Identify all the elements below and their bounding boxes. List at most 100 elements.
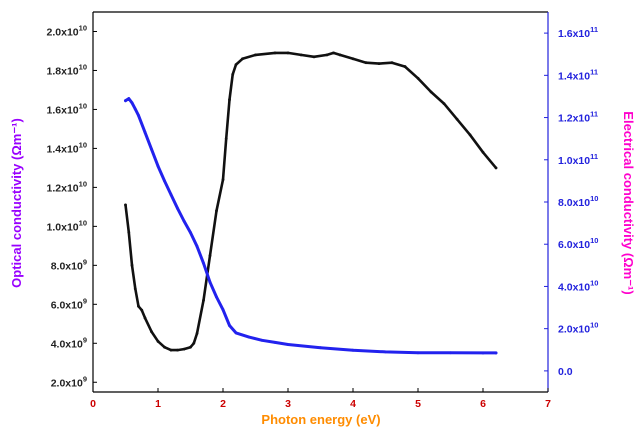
optical-conductivity-point [429,90,433,94]
optical-conductivity-point [390,61,394,65]
electrical-conductivity-point [130,101,134,105]
x-tick-label: 5 [415,398,421,410]
right-y-tick-label: 8.0x1010 [558,194,598,209]
electrical-conductivity-point [351,348,355,352]
optical-conductivity-point [325,53,329,57]
optical-conductivity-point [403,65,407,68]
left-y-tick-label: 1.8x1010 [47,62,87,77]
optical-conductivity-point [299,53,303,57]
left-y-tick-label: 2.0x1010 [47,23,87,38]
x-axis-ticks: 0 1 2 3 4 5 6 7 [90,388,551,410]
optical-conductivity-point [481,150,485,154]
optical-conductivity-point [133,287,137,291]
electrical-conductivity-point [176,206,179,210]
optical-conductivity-point [163,345,166,349]
optical-conductivity-point [468,133,472,137]
optical-conductivity-point [156,339,160,343]
left-y-tick-label: 1.6x1010 [47,101,87,116]
electrical-conductivity-point [156,164,160,168]
optical-conductivity-point [364,61,368,65]
optical-conductivity-point [377,62,381,66]
optical-conductivity-point [143,316,147,320]
left-y-tick-label: 1.4x1010 [47,140,87,155]
left-y-tick-label: 1.0x1010 [47,218,87,233]
plot-frame [92,11,549,393]
x-tick-label: 3 [285,398,291,410]
optical-conductivity-point [234,63,238,67]
optical-conductivity-point [176,348,179,352]
electrical-conductivity-point [133,107,137,111]
left-y-axis-title: Optical conductivity (Ωm⁻¹) [9,118,24,288]
electrical-conductivity-point [260,338,264,342]
x-tick-label: 4 [350,398,356,410]
electrical-conductivity-point [494,351,498,355]
electrical-conductivity-point [127,97,131,100]
optical-conductivity-point [351,57,355,61]
optical-conductivity-point [169,348,173,352]
electrical-conductivity-point [150,147,153,151]
electrical-conductivity-point [202,261,205,265]
electrical-conductivity-point [163,179,166,183]
optical-conductivity-point [224,137,228,141]
right-y-axis-title: Electrical conductivity (Ωm⁻¹) [621,111,634,294]
optical-conductivity-point [416,76,420,80]
optical-conductivity-point [241,57,244,61]
optical-conductivity-point [455,117,459,121]
optical-conductivity-point [221,178,225,181]
right-y-tick-label: 1.2x1011 [558,110,598,125]
optical-conductivity-point [273,51,277,55]
optical-conductivity-point [189,345,192,349]
optical-conductivity-point [150,330,153,333]
right-y-tick-label: 2.0x1010 [558,321,598,336]
optical-conductivity-point [332,51,335,55]
optical-conductivity-point [228,98,231,102]
x-tick-label: 6 [480,398,486,410]
electrical-conductivity-point [416,351,420,355]
optical-conductivity-point [494,166,498,170]
electrical-conductivity-point [195,244,199,248]
optical-conductivity-point [140,308,144,312]
electrical-conductivity-point [234,331,238,335]
electrical-conductivity-point [137,114,140,117]
optical-conductivity-line [124,51,498,352]
electrical-conductivity-point [124,99,127,103]
optical-conductivity-point [192,341,196,345]
electrical-conductivity-point [143,130,147,134]
left-y-tick-label: 2.0x109 [51,374,87,389]
electrical-conductivity-point [182,219,186,223]
x-tick-label: 0 [90,398,96,410]
electrical-conductivity-point [169,193,173,197]
x-tick-label: 2 [220,398,226,410]
optical-conductivity-point [195,332,199,335]
left-y-tick-label: 6.0x109 [51,296,87,311]
right-y-tick-label: 1.4x1011 [558,67,598,82]
electrical-conductivity-point [384,350,387,354]
electrical-conductivity-point [481,351,485,355]
optical-conductivity-point [130,263,134,267]
left-y-tick-label: 1.2x1010 [47,179,87,194]
electrical-conductivity-point [215,295,218,299]
optical-conductivity-point [231,72,235,76]
optical-conductivity-point [254,53,257,57]
electrical-conductivity-point [247,335,251,339]
right-y-tick-label: 1.6x1011 [558,25,598,40]
electrical-conductivity-point [228,324,231,327]
x-axis-title: Photon energy (eV) [261,412,380,427]
optical-conductivity-point [312,55,316,59]
left-y-tick-label: 4.0x109 [51,335,87,350]
optical-conductivity-point [215,209,218,213]
electrical-conductivity-point [449,351,452,355]
optical-conductivity-point [338,53,342,57]
series-layer [124,51,498,355]
electrical-conductivity-point [189,231,192,235]
optical-conductivity-point [182,347,186,351]
left-axis-ticks: 2.0x109 4.0x109 6.0x109 8.0x109 1.0x1010 1.2x… [47,23,97,389]
electrical-conductivity-point [319,346,322,350]
right-y-tick-label: 6.0x1010 [558,236,598,251]
optical-conductivity-point [202,299,205,302]
optical-conductivity-point [124,203,127,207]
optical-conductivity-point [127,230,131,234]
x-tick-label: 1 [155,398,161,410]
left-y-tick-label: 8.0x109 [51,257,87,272]
